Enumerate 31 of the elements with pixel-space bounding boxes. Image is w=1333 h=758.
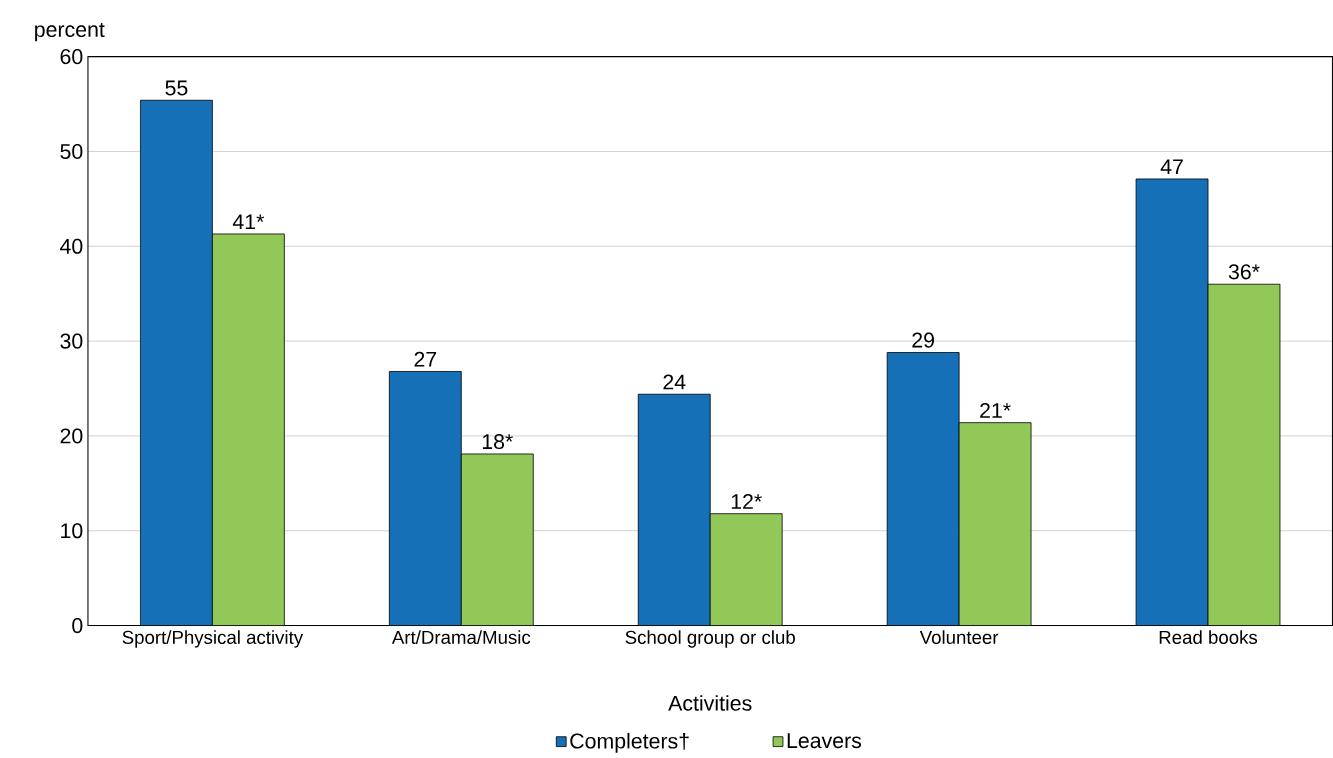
y-tick-label: 60 — [60, 49, 83, 65]
y-axis-title: percent — [35, 23, 105, 42]
data-label: 36* — [1228, 264, 1260, 280]
legend-label: Leavers — [787, 733, 862, 749]
x-tick-label: Read books — [1159, 630, 1258, 645]
data-label: 27 — [414, 351, 437, 367]
y-tick-label: 10 — [61, 523, 83, 539]
bar — [886, 352, 960, 626]
x-tick-label: Art/Drama/Music — [391, 630, 531, 645]
x-tick-label: Sport/Physical activity — [122, 630, 304, 648]
bar — [388, 371, 462, 626]
data-label: 47 — [1160, 159, 1183, 175]
bar — [637, 394, 711, 626]
y-tick-label: 50 — [60, 144, 83, 160]
bar — [1135, 178, 1209, 626]
y-tick-label: 20 — [60, 428, 83, 444]
data-label: 12* — [731, 494, 762, 510]
data-label: 21* — [980, 403, 1011, 419]
x-tick-label: School group or club — [625, 630, 795, 648]
x-tick-label: Volunteer — [919, 630, 999, 645]
bar — [140, 100, 213, 626]
legend-label: Completers† — [570, 733, 689, 754]
y-tick-label: 30 — [60, 333, 83, 349]
y-tick-label: 40 — [60, 239, 83, 255]
y-tick-label: 0 — [72, 618, 83, 634]
x-axis-title: Activities — [668, 695, 752, 712]
data-label: 55 — [165, 80, 188, 96]
data-label: 29 — [912, 332, 934, 348]
data-label: 41* — [232, 214, 265, 230]
data-label: 24 — [663, 374, 686, 390]
data-label: 18* — [482, 434, 513, 450]
